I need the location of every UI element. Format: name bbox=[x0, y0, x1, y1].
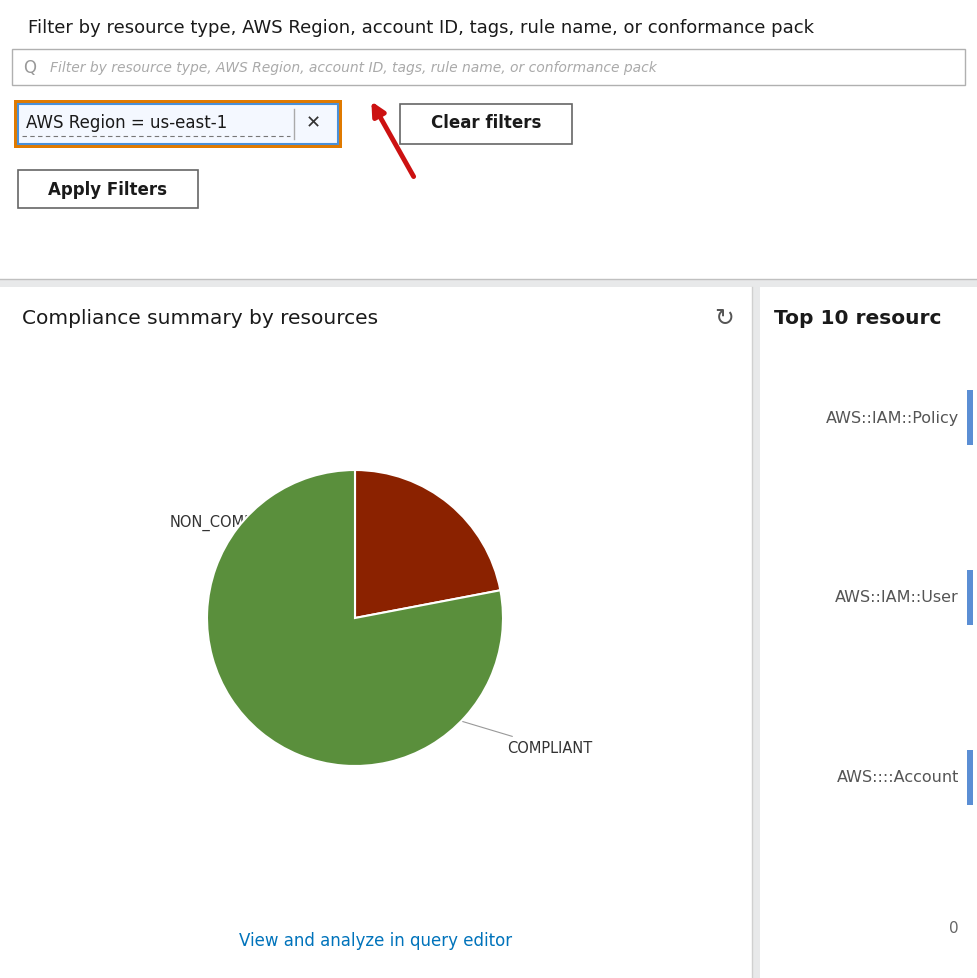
Text: ↻: ↻ bbox=[714, 306, 734, 330]
Bar bbox=[400, 105, 572, 145]
Text: Filter by resource type, AWS Region, account ID, tags, rule name, or conformance: Filter by resource type, AWS Region, acc… bbox=[28, 19, 814, 37]
Text: COMPLIANT: COMPLIANT bbox=[459, 721, 592, 755]
Text: View and analyze in query editor: View and analyze in query editor bbox=[239, 931, 513, 949]
Bar bbox=[0, 288, 752, 978]
Text: AWS::IAM::Policy: AWS::IAM::Policy bbox=[826, 410, 959, 425]
Bar bbox=[14, 101, 342, 149]
Bar bbox=[0, 280, 977, 288]
Bar bbox=[12, 50, 965, 86]
Text: AWS Region = us-east-1: AWS Region = us-east-1 bbox=[26, 113, 228, 132]
Bar bbox=[0, 0, 977, 280]
Bar bbox=[967, 750, 973, 805]
Wedge shape bbox=[355, 470, 500, 618]
Text: ✕: ✕ bbox=[306, 113, 320, 132]
Text: AWS::::Account: AWS::::Account bbox=[836, 770, 959, 784]
Bar bbox=[18, 105, 338, 145]
Wedge shape bbox=[207, 470, 503, 766]
Text: Clear filters: Clear filters bbox=[431, 113, 541, 132]
Text: Top 10 resourc: Top 10 resourc bbox=[774, 308, 942, 328]
Text: Q: Q bbox=[23, 59, 36, 77]
Bar bbox=[18, 171, 198, 208]
Text: AWS::IAM::User: AWS::IAM::User bbox=[835, 590, 959, 604]
Text: Filter by resource type, AWS Region, account ID, tags, rule name, or conformance: Filter by resource type, AWS Region, acc… bbox=[50, 61, 657, 75]
Bar bbox=[760, 288, 977, 978]
Bar bbox=[17, 104, 339, 146]
Text: Apply Filters: Apply Filters bbox=[49, 181, 167, 199]
Bar bbox=[967, 570, 973, 625]
Bar bbox=[967, 390, 973, 445]
Text: Compliance summary by resources: Compliance summary by resources bbox=[22, 308, 378, 328]
Text: 0: 0 bbox=[950, 920, 959, 936]
Text: NON_COMPL...: NON_COMPL... bbox=[170, 499, 297, 530]
